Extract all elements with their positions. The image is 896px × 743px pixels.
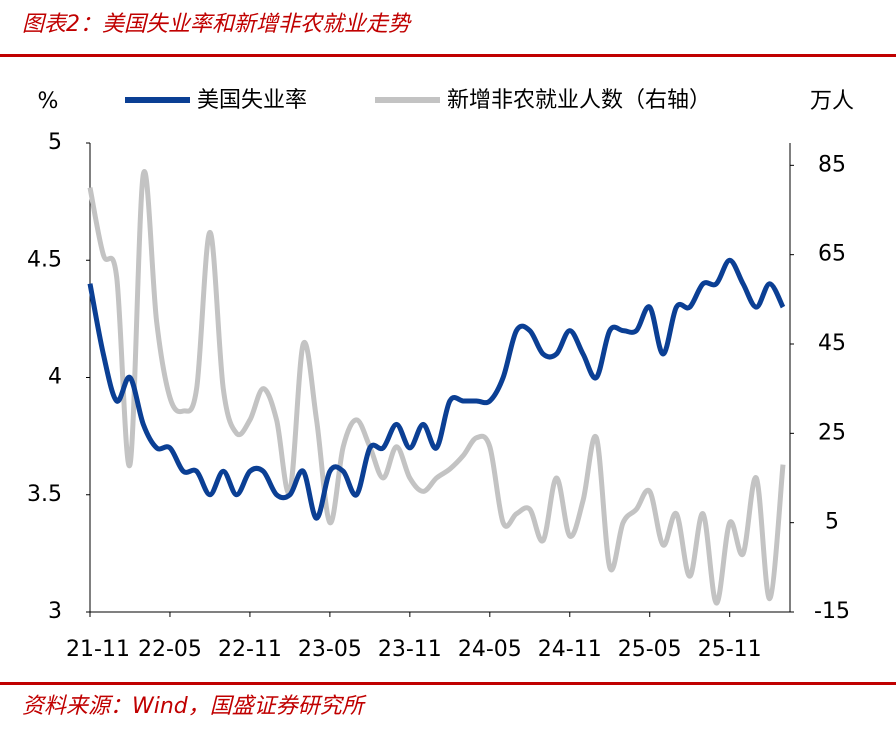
footer-rule <box>0 682 896 685</box>
y-tick-label: 4 <box>48 365 62 390</box>
y-tick-label: 5 <box>48 130 62 155</box>
x-tick-label: 25-05 <box>618 637 682 662</box>
series-line <box>87 257 786 521</box>
y2-tick-label: 45 <box>818 331 846 356</box>
y-tick-label: 3.5 <box>27 482 62 507</box>
series-line <box>87 168 786 606</box>
legend-label: 美国失业率 <box>197 88 307 113</box>
y2-tick-label: 85 <box>818 152 846 177</box>
x-tick-label: 21-11 <box>66 637 130 662</box>
y2-tick-label: -15 <box>814 599 850 624</box>
y2-tick-label: 5 <box>825 510 839 535</box>
y2-axis-label: 万人 <box>810 89 854 114</box>
x-tick-label: 22-11 <box>218 637 282 662</box>
x-tick-label: 22-05 <box>138 637 202 662</box>
source-note: 资料来源：Wind，国盛证券研究所 <box>22 694 367 719</box>
y2-tick-label: 25 <box>818 420 846 445</box>
x-tick-label: 25-11 <box>698 637 762 662</box>
y2-tick-label: 65 <box>818 242 846 267</box>
x-tick-label: 24-05 <box>458 637 522 662</box>
x-tick-label: 23-05 <box>298 637 362 662</box>
legend-label: 新增非农就业人数（右轴） <box>447 88 711 113</box>
x-tick-label: 24-11 <box>538 637 602 662</box>
title-rule <box>0 54 896 57</box>
y-tick-label: 3 <box>48 599 62 624</box>
page-title: 图表2：美国失业率和新增非农就业走势 <box>22 12 412 37</box>
x-tick-label: 23-11 <box>378 637 442 662</box>
y-axis-label: % <box>38 89 59 114</box>
y-tick-label: 4.5 <box>27 247 62 272</box>
